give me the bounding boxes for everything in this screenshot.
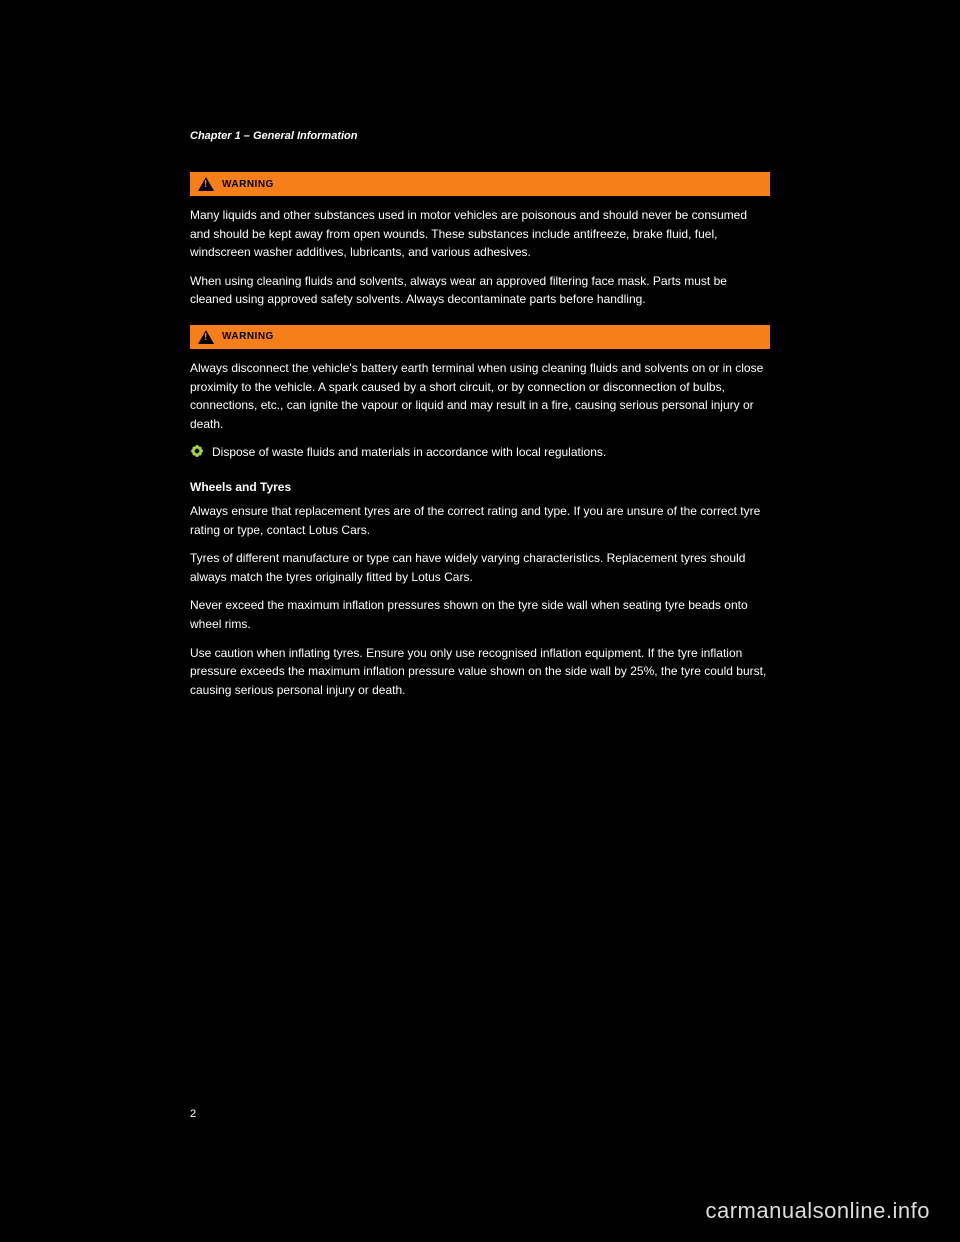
eco-bullet-text: Dispose of waste fluids and materials in… — [212, 443, 606, 462]
chapter-heading: Chapter 1 – General Information — [190, 130, 770, 142]
warning-label-1: WARNING — [222, 179, 274, 190]
page-number: 2 — [190, 1108, 196, 1120]
section-paragraph-2: Never exceed the maximum inflation press… — [190, 596, 770, 633]
section-paragraph-3: Use caution when inflating tyres. Ensure… — [190, 644, 770, 700]
watermark-text: carmanualsonline.info — [705, 1198, 930, 1224]
warning2-paragraph-0: Always disconnect the vehicle's battery … — [190, 359, 770, 433]
manual-page: Chapter 1 – General Information WARNING … — [190, 130, 770, 709]
section-paragraph-0: Always ensure that replacement tyres are… — [190, 502, 770, 539]
warning1-paragraph-1: When using cleaning fluids and solvents,… — [190, 272, 770, 309]
warning-banner-1: WARNING — [190, 172, 770, 196]
eco-bullet-row: Dispose of waste fluids and materials in… — [190, 443, 770, 462]
flower-icon — [190, 444, 204, 458]
section-paragraph-1: Tyres of different manufacture or type c… — [190, 549, 770, 586]
warning-label-2: WARNING — [222, 331, 274, 342]
warning1-paragraph-0: Many liquids and other substances used i… — [190, 206, 770, 262]
warning-triangle-icon — [198, 177, 214, 191]
warning-banner-2: WARNING — [190, 325, 770, 349]
warning-triangle-icon — [198, 330, 214, 344]
section-title-wheels-tyres: Wheels and Tyres — [190, 480, 770, 494]
